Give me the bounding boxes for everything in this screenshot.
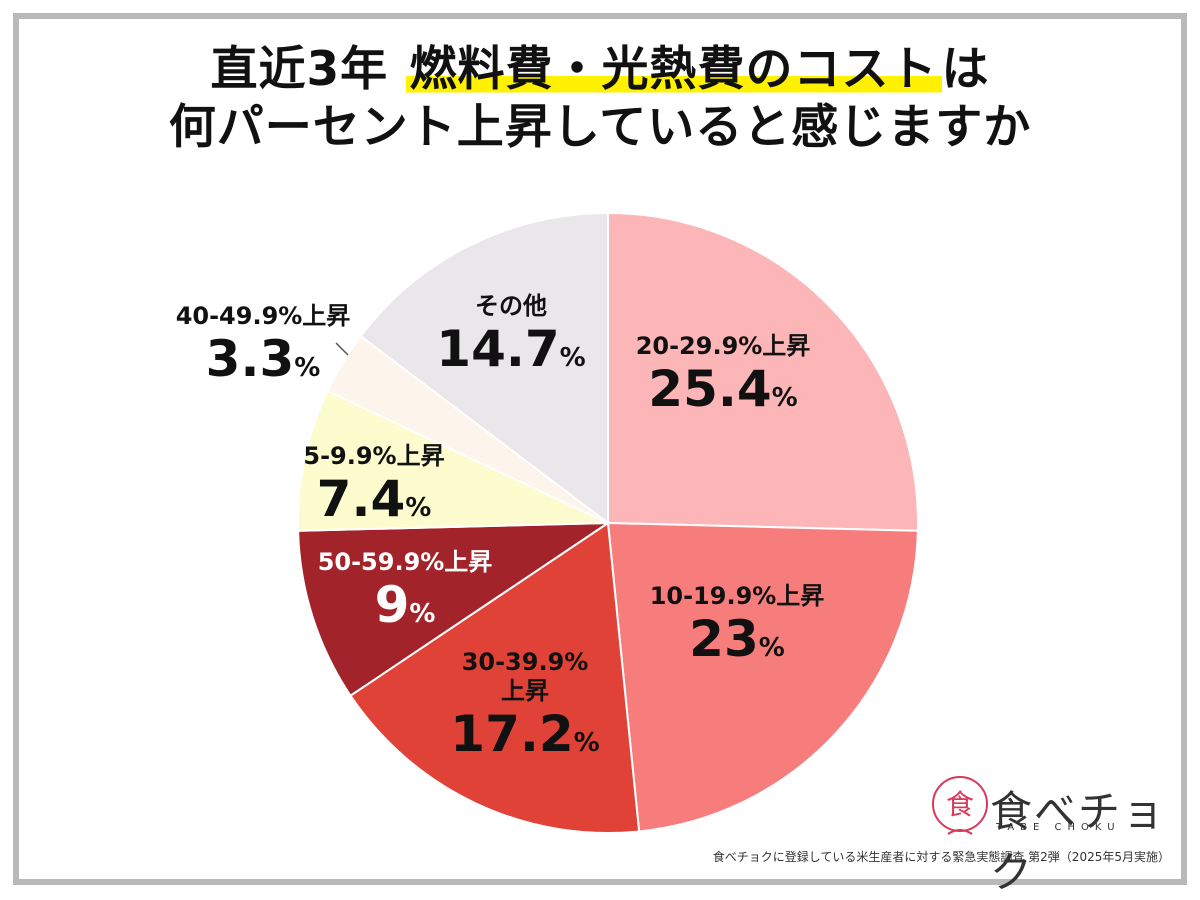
label-20-29: 20-29.9%上昇 25.4% [635,332,811,418]
label-50-59: 50-59.9%上昇 9% [317,548,493,634]
label-other: その他 14.7% [436,292,586,378]
pie-slice-4 [297,389,609,532]
logo-text: 食べチョク [990,787,1167,897]
leader-line [335,342,349,356]
svg-text:食: 食 [946,788,974,821]
pie-slice-0 [607,211,919,532]
label-30-39: 30-39.9% 上昇 17.2% [450,648,600,763]
logo-subtext: TABE CHOKU [996,822,1121,833]
pie-slice-1 [606,521,919,833]
footnote: 食べチョクに登録している米生産者に対する緊急実態調査 第2弾（2025年5月実施… [712,850,1170,864]
label-5-9: 5-9.9%上昇 7.4% [303,442,445,528]
pie-slice-6 [359,211,609,526]
chart-title-line2: 何パーセント上昇していると感じますか [168,100,1032,155]
pie-slice-3 [297,521,612,698]
title-highlight: 燃料費・光熱費のコスト [405,42,942,97]
pie-slice-2 [349,521,641,834]
tabechoku-logo-mark: 食 [932,776,988,835]
chart-title-line1: 直近3年 燃料費・光熱費のコストは [210,42,990,97]
label-10-19: 10-19.9%上昇 23% [649,582,825,668]
label-40-49: 40-49.9%上昇 3.3% [175,302,351,388]
